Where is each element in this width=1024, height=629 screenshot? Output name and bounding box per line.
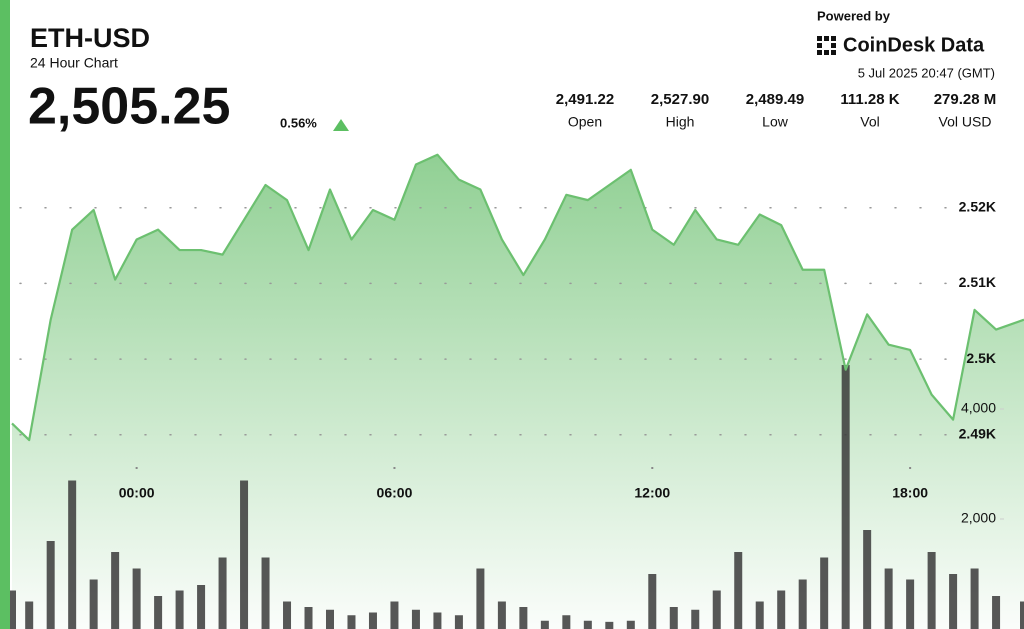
volume-bar: [240, 480, 249, 629]
volume-bar: [390, 601, 399, 629]
stat-value: 111.28 K: [840, 91, 899, 108]
volume-bar: [992, 596, 1001, 629]
volume-bar: [454, 615, 463, 629]
volume-bar: [949, 574, 958, 629]
volume-bar: [841, 365, 850, 629]
plot: 00:00 06:00 12:00 18:00 2.49K 2.5K 2.51K 2.52K 2…: [8, 153, 1024, 629]
title: ETH-USD: [30, 23, 150, 53]
up-arrow: [333, 119, 349, 131]
volume-bar: [368, 612, 377, 629]
volume-bar: [798, 579, 807, 629]
timestamp: 5 Jul 2025 20:47 (GMT): [858, 65, 995, 80]
volume-bar: [411, 609, 420, 629]
y-tick-label: 2.52K: [959, 198, 996, 214]
y2-tick-label: 2,000: [961, 510, 996, 526]
stat-label: High: [666, 114, 695, 130]
y-tick-label: 2.51K: [959, 274, 996, 290]
volume-bar: [755, 601, 764, 629]
volume-bar: [132, 568, 141, 629]
volume-bar: [906, 579, 915, 629]
volume-bar: [347, 615, 356, 629]
volume-bar: [626, 620, 635, 629]
x-tick-label: 00:00: [119, 485, 155, 501]
volume-bar: [583, 620, 592, 629]
volume-bar: [433, 612, 442, 629]
stat-label: Open: [568, 114, 602, 130]
volume-bar: [820, 557, 829, 629]
volume-bar: [46, 541, 55, 629]
volume-bar: [68, 480, 77, 629]
volume-bar: [540, 620, 549, 629]
volume-bar: [283, 601, 292, 629]
volume-bar: [8, 590, 16, 629]
stat-value: 279.28 M: [934, 91, 997, 108]
volume-bar: [970, 568, 979, 629]
price: 2,505.25: [28, 78, 230, 136]
x-tick-label: 18:00: [892, 485, 928, 501]
powered-by: Powered by: [817, 8, 891, 23]
volume-bar: [111, 552, 120, 629]
volume-bar: [712, 590, 721, 629]
volume-bar: [89, 579, 98, 629]
volume-bar: [1020, 601, 1024, 629]
brand-logo: [817, 36, 836, 55]
volume-bar: [884, 568, 893, 629]
accent-bar: [0, 0, 10, 629]
x-tick-label: 06:00: [377, 485, 413, 501]
volume-bar: [519, 607, 528, 629]
y2-tick-label: 4,000: [961, 400, 996, 416]
volume-bar: [605, 621, 614, 629]
volume-bar: [154, 596, 163, 629]
volume-bar: [927, 552, 936, 629]
stat-value: 2,489.49: [746, 91, 804, 108]
volume-bar: [218, 557, 227, 629]
volume-bar: [863, 530, 872, 629]
subtitle: 24 Hour Chart: [30, 55, 118, 71]
stats: 2,491.22 Open 2,527.90 High 2,489.49 Low 111.2…: [556, 91, 996, 130]
volume-bar: [325, 609, 334, 629]
y-tick-label: 2.49K: [959, 425, 996, 441]
price-area: [12, 154, 1024, 629]
volume-bar: [261, 557, 270, 629]
x-tick-label: 12:00: [634, 485, 670, 501]
stat-label: Vol: [860, 114, 879, 130]
change: 0.56%: [280, 115, 317, 130]
stat-value: 2,527.90: [651, 91, 709, 108]
volume-bar: [497, 601, 506, 629]
volume-bar: [648, 574, 657, 629]
brand: CoinDesk Data: [843, 34, 985, 56]
volume-bar: [777, 590, 786, 629]
price-line: [11, 153, 1024, 442]
y-tick-label: 2.5K: [966, 350, 996, 366]
volume-bar: [197, 585, 206, 629]
volume-bar: [304, 607, 313, 629]
volume-bar: [476, 568, 485, 629]
volume-bar: [691, 609, 700, 629]
volume-bar: [734, 552, 743, 629]
volume-bar: [669, 607, 678, 629]
stat-label: Low: [762, 114, 789, 130]
stat-label: Vol USD: [939, 114, 992, 130]
volume-bar: [562, 615, 571, 629]
volume-bar: [25, 601, 34, 629]
volume-bar: [175, 590, 184, 629]
stat-value: 2,491.22: [556, 91, 614, 108]
